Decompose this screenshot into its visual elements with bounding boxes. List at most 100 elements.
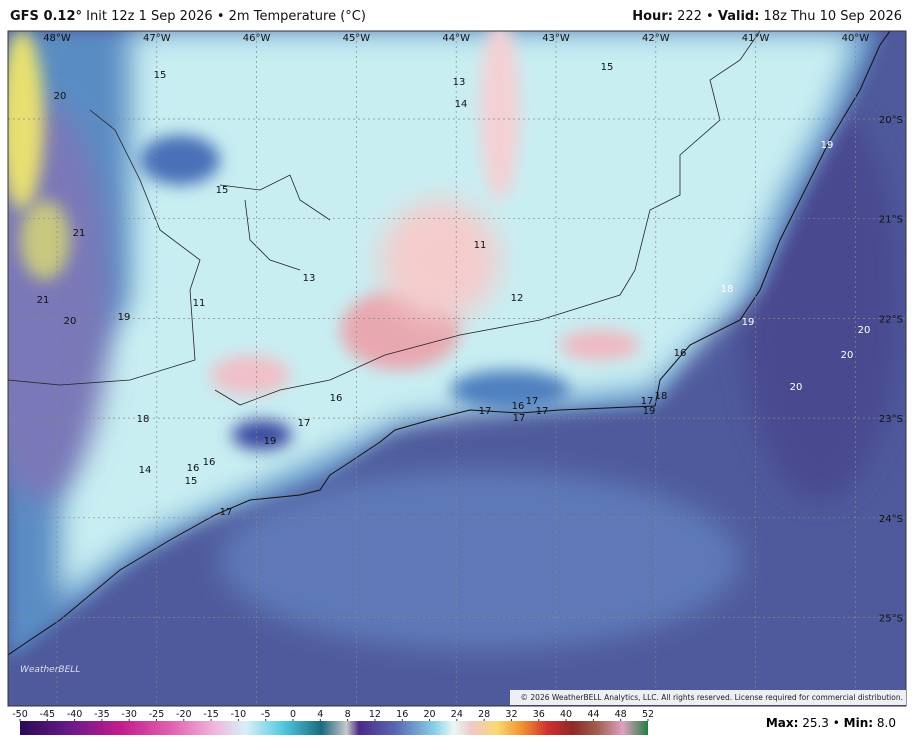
point-value: 17 (298, 418, 311, 429)
longitude-label: 40°W (842, 33, 870, 44)
longitude-label: 47°W (143, 33, 171, 44)
point-value: 18 (721, 284, 734, 295)
point-value: 17 (641, 396, 654, 407)
colorbar-label: 0 (290, 709, 296, 720)
field (8, 31, 906, 706)
valid-label: Valid: (717, 9, 760, 24)
longitude-label: 42°W (642, 33, 670, 44)
latitude-label: 20°S (879, 115, 903, 126)
point-value: 19 (118, 312, 131, 323)
point-value: 19 (742, 317, 755, 328)
point-value: 16 (674, 348, 687, 359)
point-value: 17 (536, 406, 549, 417)
point-value: 17 (479, 406, 492, 417)
longitude-label: 41°W (742, 33, 770, 44)
logo: WeatherBELL (20, 665, 80, 675)
separator: • (706, 9, 714, 24)
hour: 222 (677, 9, 702, 24)
point-value: 11 (474, 240, 487, 251)
point-value: 15 (601, 62, 614, 73)
point-value: 16 (203, 457, 216, 468)
map-frame (7, 30, 907, 707)
point-value: 17 (220, 507, 233, 518)
point-value: 15 (216, 185, 229, 196)
colorbar-label: -50 (12, 709, 28, 720)
point-value: 16 (330, 393, 343, 404)
colorbar-label: 40 (560, 709, 572, 720)
point-value: 21 (37, 295, 50, 306)
point-value: 11 (193, 298, 206, 309)
colorbar-label: 48 (615, 709, 627, 720)
colorbar-label: 52 (642, 709, 654, 720)
point-value: 17 (513, 413, 526, 424)
point-value: 20 (858, 325, 871, 336)
point-value: 19 (264, 436, 277, 447)
colorbar-label: -10 (231, 709, 247, 720)
hour-label: Hour: (632, 9, 673, 24)
latitude-label: 22°S (879, 314, 903, 325)
point-value: 13 (453, 77, 466, 88)
run: Init 12z 1 Sep 2026 (86, 9, 213, 24)
point-value: 17 (526, 396, 539, 407)
header-right: Hour: 222 • Valid: 18z Thu 10 Sep 2026 (632, 9, 902, 24)
colorbar-label: 36 (533, 709, 545, 720)
colorbar-label: 16 (396, 709, 408, 720)
point-value: 20 (64, 316, 77, 327)
colorbar-label: -20 (176, 709, 192, 720)
colorbar-label: -25 (149, 709, 165, 720)
latitude-label: 23°S (879, 414, 903, 425)
colorbar-label: 4 (317, 709, 323, 720)
colorbar (20, 721, 648, 735)
colorbar-label: 32 (505, 709, 517, 720)
valid: 18z Thu 10 Sep 2026 (763, 9, 902, 24)
point-value: 19 (821, 140, 834, 151)
point-value: 20 (54, 91, 67, 102)
header-left: GFS 0.12° Init 12z 1 Sep 2026 • 2m Tempe… (10, 9, 366, 24)
colorbar-label: -40 (67, 709, 83, 720)
longitude-label: 43°W (542, 33, 570, 44)
colorbar-label: -5 (261, 709, 270, 720)
colorbar-label: 24 (451, 709, 463, 720)
point-value: 20 (841, 350, 854, 361)
separator: • (832, 716, 840, 730)
colorbar-label: 20 (423, 709, 435, 720)
longitude-label: 45°W (343, 33, 371, 44)
copyright: © 2026 WeatherBELL Analytics, LLC. All r… (521, 693, 903, 702)
point-value: 15 (185, 476, 198, 487)
max-label: Max: (765, 716, 799, 730)
point-value: 18 (655, 391, 668, 402)
point-value: 15 (154, 70, 167, 81)
latitude-label: 24°S (879, 514, 903, 525)
colorbar-label: -15 (203, 709, 219, 720)
point-value: 14 (455, 99, 468, 110)
colorbar-label: 8 (345, 709, 351, 720)
point-value: 16 (187, 463, 200, 474)
point-value: 12 (511, 293, 524, 304)
separator: • (216, 9, 225, 24)
longitude-label: 46°W (243, 33, 271, 44)
point-value: 18 (137, 414, 150, 425)
min: 8.0 (876, 716, 896, 730)
copyright-box (510, 690, 906, 705)
colorbar-label: 44 (587, 709, 599, 720)
point-value: 16 (512, 401, 525, 412)
point-value: 13 (303, 273, 316, 284)
colorbar-label: -45 (40, 709, 56, 720)
colorbar-label: 12 (369, 709, 381, 720)
min-label: Min: (843, 716, 874, 730)
point-value: 20 (790, 382, 803, 393)
model: GFS 0.12° (10, 9, 83, 24)
colorbar-label: -35 (94, 709, 110, 720)
point-value: 14 (139, 465, 152, 476)
longitude-label: 48°W (43, 33, 71, 44)
point-value: 19 (643, 406, 656, 417)
point-value: 21 (73, 228, 86, 239)
longitude-label: 44°W (442, 33, 470, 44)
footer: Max: 25.3 • Min: 8.0 (766, 716, 896, 730)
colorbar-label: 28 (478, 709, 490, 720)
latitude-label: 25°S (879, 614, 903, 625)
colorbar-label: -30 (121, 709, 137, 720)
latitude-label: 21°S (879, 215, 903, 226)
